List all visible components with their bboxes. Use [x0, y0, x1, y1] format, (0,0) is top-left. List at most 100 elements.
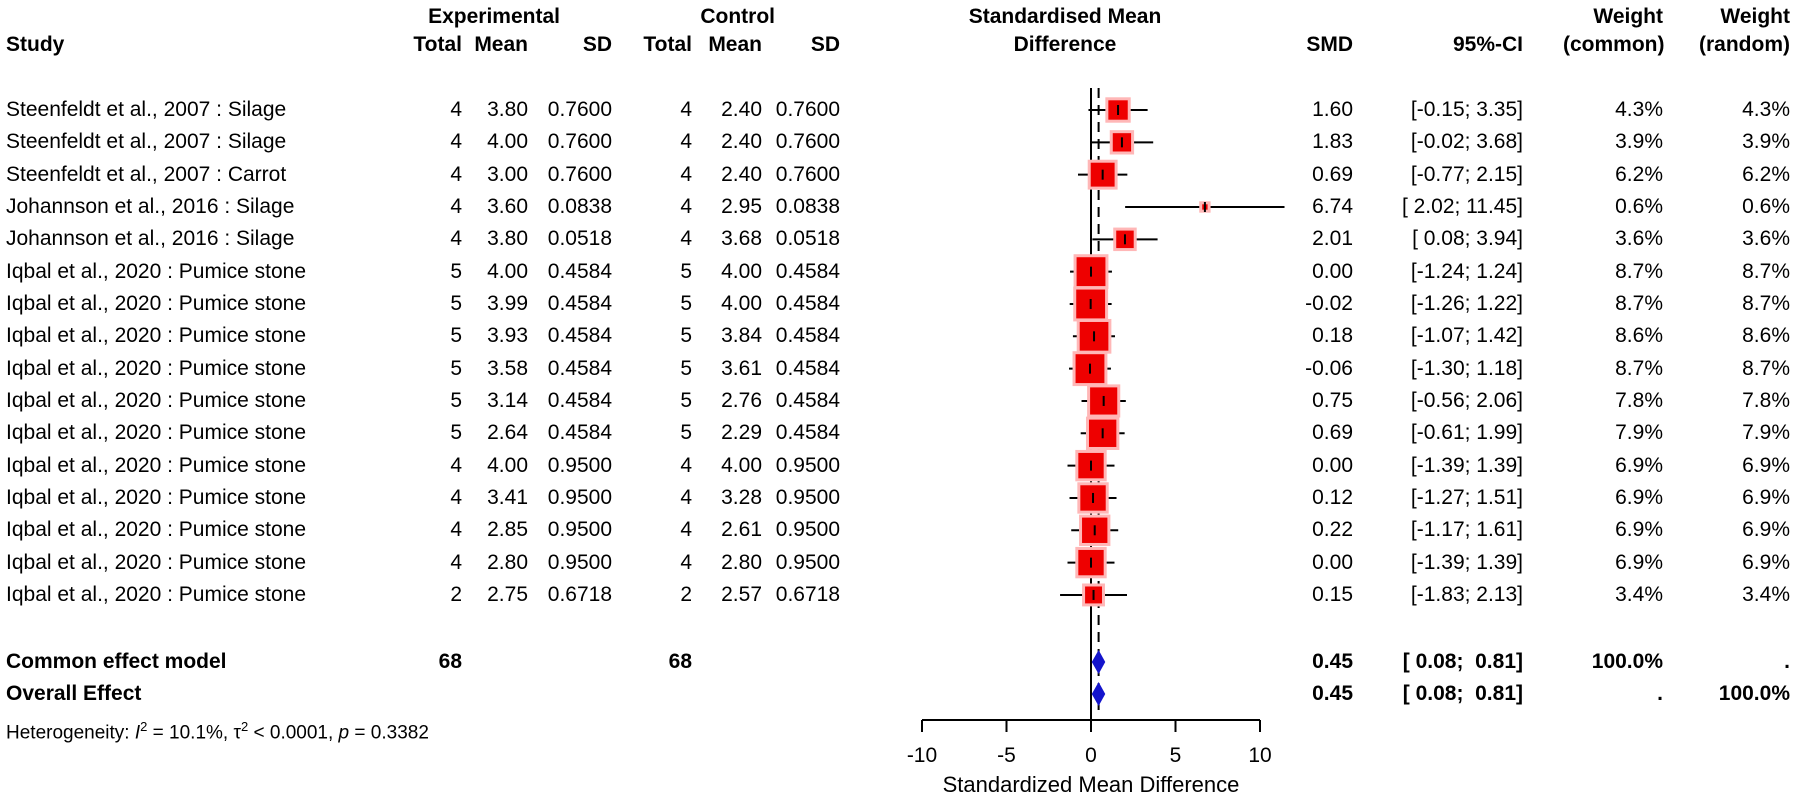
exp-mean: 4.00: [487, 130, 528, 154]
ctrl-mean: 2.80: [721, 550, 762, 574]
het-i-sup: 2: [140, 719, 148, 734]
exp-total: 5: [450, 356, 462, 380]
header-study: Study: [6, 33, 65, 56]
ctrl-total: 5: [680, 421, 692, 445]
summary-wrandom-overall: 100.0%: [1718, 682, 1790, 705]
exp-total: 5: [450, 259, 462, 283]
ctrl-sd: 0.7600: [775, 98, 840, 121]
het-tau-sup: 2: [240, 719, 249, 734]
exp-total: 5: [450, 388, 462, 412]
weight-common-value: 8.7%: [1615, 291, 1663, 315]
exp-mean: 2.75: [487, 582, 528, 606]
ctrl-sd: 0.7600: [775, 130, 840, 154]
axis-tick-label: -5: [997, 744, 1016, 767]
weight-common-value: 6.9%: [1615, 550, 1663, 574]
axis-title: Standardized Mean Difference: [943, 772, 1240, 797]
header-total-ctrl: Total: [643, 33, 692, 56]
summary-smd-overall: 0.45: [1312, 682, 1353, 705]
exp-total: 4: [450, 550, 462, 574]
smd-value: -0.06: [1305, 356, 1353, 380]
study-name: Iqbal et al., 2020 : Pumice stone: [6, 485, 307, 509]
exp-total: 4: [450, 453, 462, 477]
ctrl-mean: 4.00: [721, 453, 762, 477]
axis-tick-label: 0: [1085, 744, 1097, 767]
weight-common-value: 7.8%: [1615, 388, 1663, 412]
ci-value: [-1.07; 1.42]: [1410, 324, 1523, 348]
ci-value: [ 2.02; 11.45]: [1401, 194, 1523, 218]
ctrl-total: 4: [680, 194, 692, 218]
axis-tick-label: -10: [907, 744, 937, 767]
het-i-value: = 10.1%,: [147, 722, 234, 744]
weight-common-value: 3.9%: [1615, 130, 1663, 154]
ctrl-sd: 0.9500: [775, 518, 840, 542]
exp-mean: 3.14: [487, 388, 528, 412]
ctrl-sd: 0.4584: [775, 259, 840, 283]
smd-value: 0.00: [1312, 453, 1353, 477]
smd-value: 0.12: [1312, 485, 1353, 509]
exp-mean: 2.85: [487, 518, 528, 542]
ctrl-sd: 0.4584: [775, 291, 840, 315]
smd-value: 0.69: [1312, 421, 1353, 445]
axis-tick-label: 10: [1248, 744, 1271, 767]
ctrl-sd: 0.9500: [775, 453, 840, 477]
summary-total-ctrl: 68: [668, 650, 692, 673]
ctrl-mean: 3.61: [721, 356, 762, 380]
exp-sd: 0.4584: [547, 421, 612, 445]
study-name: Iqbal et al., 2020 : Pumice stone: [6, 421, 307, 445]
study-name: Iqbal et al., 2020 : Pumice stone: [6, 356, 307, 380]
ctrl-total: 4: [680, 485, 692, 509]
heterogeneity-text: Heterogeneity: I2 = 10.1%, τ2 < 0.0001, …: [6, 715, 429, 745]
summary-diamond: [1091, 681, 1106, 707]
summary-ci-overall: [ 0.08; 0.81]: [1402, 682, 1523, 705]
ci-value: [-1.24; 1.24]: [1410, 259, 1523, 283]
ci-value: [-1.39; 1.39]: [1410, 453, 1523, 477]
study-name: Iqbal et al., 2020 : Pumice stone: [6, 453, 307, 477]
header-weight-common: Weight: [1593, 5, 1663, 28]
header-experimental: Experimental: [428, 5, 560, 28]
exp-sd: 0.0838: [547, 194, 612, 218]
het-p-symbol: p: [338, 722, 350, 744]
weight-random-value: 6.2%: [1742, 162, 1790, 186]
weight-random-value: 3.6%: [1742, 227, 1790, 251]
exp-total: 4: [450, 162, 462, 186]
smd-value: 0.75: [1312, 388, 1353, 412]
study-name: Iqbal et al., 2020 : Pumice stone: [6, 582, 307, 606]
smd-value: -0.02: [1305, 291, 1353, 315]
exp-sd: 0.4584: [547, 388, 612, 412]
ctrl-total: 4: [680, 550, 692, 574]
smd-value: 0.15: [1312, 582, 1353, 606]
axis-tick-label: 5: [1170, 744, 1182, 767]
exp-mean: 3.60: [487, 194, 528, 218]
exp-total: 5: [450, 421, 462, 445]
weight-random-value: 6.9%: [1742, 550, 1790, 574]
weight-common-value: 3.4%: [1615, 582, 1663, 606]
summary-total-exp: 68: [438, 650, 462, 673]
weight-common-value: 6.2%: [1615, 162, 1663, 186]
ci-value: [-0.77; 2.15]: [1410, 162, 1523, 186]
study-name: Iqbal et al., 2020 : Pumice stone: [6, 259, 307, 283]
smd-value: 0.22: [1312, 518, 1353, 542]
weight-common-value: 6.9%: [1615, 485, 1663, 509]
smd-value: 0.18: [1312, 324, 1353, 348]
study-name: Steenfeldt et al., 2007 : Silage: [6, 98, 287, 121]
ci-value: [-0.02; 3.68]: [1410, 130, 1523, 154]
exp-mean: 3.93: [487, 324, 528, 348]
ctrl-sd: 0.4584: [775, 324, 840, 348]
ctrl-mean: 2.61: [721, 518, 762, 542]
exp-sd: 0.7600: [547, 98, 612, 121]
exp-mean: 4.00: [487, 259, 528, 283]
ctrl-sd: 0.7600: [775, 162, 840, 186]
ctrl-sd: 0.4584: [775, 421, 840, 445]
summary-diamond: [1091, 649, 1106, 675]
ctrl-mean: 2.29: [721, 421, 762, 445]
exp-total: 5: [450, 324, 462, 348]
ctrl-total: 5: [680, 291, 692, 315]
header-control: Control: [700, 5, 775, 28]
ctrl-total: 4: [680, 130, 692, 154]
weight-common-value: 7.9%: [1615, 421, 1663, 445]
exp-sd: 0.7600: [547, 130, 612, 154]
exp-total: 4: [450, 485, 462, 509]
het-p-value: = 0.3382: [349, 722, 429, 744]
ctrl-total: 2: [680, 582, 692, 606]
exp-mean: 3.99: [487, 291, 528, 315]
